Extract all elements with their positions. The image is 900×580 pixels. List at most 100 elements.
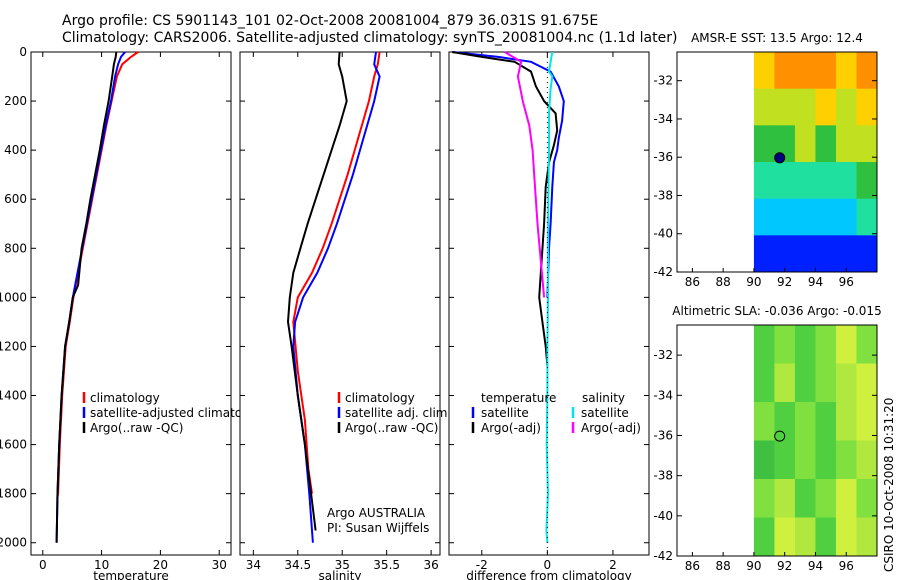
sst_map-ytick-label: -36: [653, 150, 673, 164]
difference-series-t_argo: [452, 51, 559, 367]
difference-xtick-label: 0: [544, 558, 552, 572]
temperature-ytick-label: 1400: [0, 389, 27, 403]
sla_map-cell: [774, 325, 796, 364]
sst_map-xtick-label: 86: [685, 275, 700, 289]
sla_map-ytick-label: -38: [653, 469, 673, 483]
sst_map-ytick-label: -42: [653, 265, 673, 279]
difference-series-s_satellite: [545, 51, 554, 543]
sla_map-cell: [856, 325, 878, 364]
sst_map-title: AMSR-E SST: 13.5 Argo: 12.4: [691, 31, 863, 45]
temperature-ytick-label: 400: [4, 143, 27, 157]
difference-xtick-label: -2: [476, 558, 488, 572]
sst_map-cell: [835, 162, 857, 200]
difference-legend-heading: salinity: [582, 391, 625, 405]
sst_map-float-marker: [774, 152, 786, 164]
sla_map-cell: [794, 479, 816, 518]
sst_map-cell: [835, 125, 857, 163]
difference-legend-label: Argo(-adj): [481, 421, 541, 435]
temperature-ytick-label: 200: [4, 94, 27, 108]
temperature-xtick-label: 30: [212, 558, 227, 572]
temperature-xlabel: temperature: [93, 569, 168, 580]
sst_map-cell: [774, 162, 796, 200]
sst_map-cell: [835, 88, 857, 126]
difference-xtick-label: 2: [609, 558, 617, 572]
sst_map-panel: AMSR-E SST: 13.5 Argo: 12.4 86 88 90 92 94 96 -…: [653, 31, 878, 289]
difference-xlabel: difference from climatology: [466, 569, 632, 580]
salinity-series-argo: [286, 51, 348, 531]
sst_map-ytick-label: -34: [653, 112, 673, 126]
sst_map-cell: [835, 198, 857, 236]
sst_map-cell: [856, 52, 878, 90]
sst_map-cell: [794, 88, 816, 126]
sst_map-ytick-label: -38: [653, 188, 673, 202]
salinity-xlabel: salinity: [318, 569, 361, 580]
sla_map-cell: [835, 363, 857, 403]
sla_map-cell: [753, 479, 775, 518]
difference-legend-label: Argo(-adj): [581, 421, 641, 435]
sla_map-cell: [815, 363, 837, 403]
title-line-1: Argo profile: CS 5901143_101 02-Oct-2008…: [62, 13, 599, 29]
sst_map-cell: [753, 125, 775, 163]
sla_map-cell: [856, 440, 878, 480]
temperature-ytick-label: 800: [4, 241, 27, 255]
sla_map-cell: [753, 517, 775, 557]
sla_map-ytick-label: -34: [653, 388, 673, 402]
temperature-xtick-label: 0: [39, 558, 47, 572]
sla_map-cell: [794, 440, 816, 480]
salinity-series-climatology: [292, 51, 381, 494]
sst_map-cell: [815, 162, 837, 200]
salinity-xtick-label: 36: [423, 558, 438, 572]
salinity-axes-frame: [239, 51, 441, 556]
salinity-legend-label: Argo(..raw -QC): [345, 421, 438, 435]
sla_map-xtick-label: 92: [777, 559, 792, 573]
sla_map-cell: [794, 517, 816, 557]
sla_map-ytick-label: -40: [653, 509, 673, 523]
sst_map-cell: [753, 162, 775, 200]
difference-legend-label: satellite: [481, 406, 529, 420]
salinity-legend-label: satellite adj. clim.: [345, 406, 451, 420]
sla_map-cell: [856, 363, 878, 403]
sst_map-xtick-label: 96: [839, 275, 854, 289]
sst_map-xtick-label: 88: [716, 275, 731, 289]
temperature-series-argo: [55, 51, 118, 543]
sst_map-xtick-label: 92: [777, 275, 792, 289]
sst_map-cell: [753, 88, 775, 126]
temperature-ytick-label: 1000: [0, 290, 27, 304]
sst_map-cell: [815, 88, 837, 126]
salinity-xtick-label: 35.5: [373, 558, 400, 572]
sla_map-cell: [835, 440, 857, 480]
sla_map-cell: [835, 325, 857, 364]
sla_map-cell: [815, 479, 837, 518]
sla_map-cell: [794, 402, 816, 441]
sst_map-cell: [815, 235, 837, 273]
temperature-ytick-label: 2000: [0, 536, 27, 550]
sla_map-ytick-label: -42: [653, 549, 673, 563]
salinity-annotation: Argo AUSTRALIA: [327, 506, 426, 520]
temperature-axes-frame: [30, 51, 232, 556]
temperature-xtick-label: 20: [153, 558, 168, 572]
temperature-legend-label: satellite-adjusted climatolog: [90, 406, 260, 420]
sla_map-xtick-label: 96: [839, 559, 854, 573]
sst_map-cell: [856, 88, 878, 126]
title-line-2: Climatology: CARS2006. Satellite-adjuste…: [62, 30, 678, 46]
sla_map-cell: [856, 479, 878, 518]
sla_map-xtick-label: 88: [716, 559, 731, 573]
sla_map-cell: [774, 479, 796, 518]
sla_map-ytick-label: -32: [653, 348, 673, 362]
sla_map-cell: [774, 517, 796, 557]
sst_map-cell: [835, 235, 857, 273]
sst_map-cell: [774, 198, 796, 236]
temperature-ytick-label: 0: [19, 45, 27, 59]
sla_map-title: Altimetric SLA: -0.036 Argo: -0.015: [672, 304, 881, 318]
sst_map-cell: [856, 198, 878, 236]
salinity-xtick-label: 35: [335, 558, 350, 572]
sla_map-cell: [815, 440, 837, 480]
sst_map-cell: [794, 125, 816, 163]
temperature-ytick-label: 1600: [0, 438, 27, 452]
salinity-annotation: PI: Susan Wijffels: [327, 521, 429, 535]
sla_map-cell: [753, 325, 775, 364]
sst_map-cell: [794, 162, 816, 200]
sst_map-ytick-label: -32: [653, 74, 673, 88]
sla_map-ytick-label: -36: [653, 428, 673, 442]
